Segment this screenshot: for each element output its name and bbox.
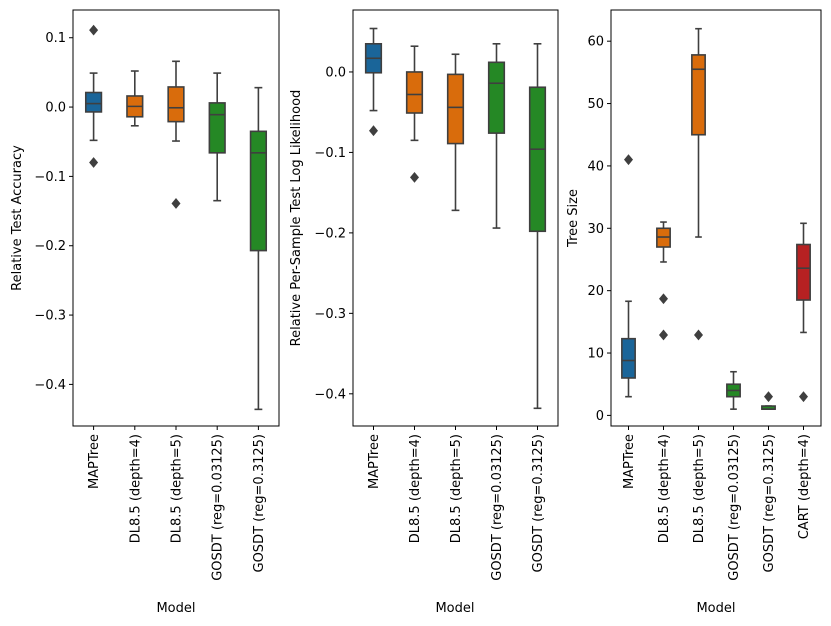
outlier-point xyxy=(171,198,181,209)
x-tick-label: GOSDT (reg=0.03125) xyxy=(211,434,226,581)
outlier-point xyxy=(369,125,378,137)
outlier-point xyxy=(694,329,703,341)
x-axis-label: Model xyxy=(156,601,195,616)
outlier-point xyxy=(89,157,99,168)
box-maptree xyxy=(84,91,103,113)
y-tick-label: −0.4 xyxy=(34,378,66,393)
x-tick-label: DL8.5 (depth=4) xyxy=(657,434,672,543)
box-cart-depth-4- xyxy=(796,243,811,301)
x-tick-label: CART (depth=4) xyxy=(797,434,812,539)
x-axis-label: Model xyxy=(435,601,474,616)
y-tick-label: 10 xyxy=(587,347,604,362)
box-dl8-5-depth-5- xyxy=(691,54,706,136)
x-tick-label: GOSDT (reg=0.03125) xyxy=(490,434,505,581)
y-tick-label: −0.2 xyxy=(314,226,346,241)
x-tick-label: DL8.5 (depth=4) xyxy=(408,434,423,543)
x-tick-label: MAPTree xyxy=(367,434,382,489)
box-gosdt-reg-0-03125- xyxy=(208,102,226,154)
y-tick-label: 0 xyxy=(596,409,604,424)
y-tick-label: 30 xyxy=(587,222,604,237)
y-tick-label: 20 xyxy=(587,284,604,299)
y-tick-label: −0.1 xyxy=(34,170,66,185)
outlier-point xyxy=(659,329,668,341)
y-tick-label: 0.0 xyxy=(325,65,346,80)
y-axis-label: Relative Test Accuracy xyxy=(10,145,25,291)
y-tick-label: 0.0 xyxy=(45,101,66,116)
x-tick-label: DL8.5 (depth=4) xyxy=(128,434,143,543)
box-gosdt-reg-0-3125- xyxy=(249,130,268,252)
box-dl8-5-depth-4- xyxy=(405,71,424,114)
outlier-point xyxy=(764,391,773,403)
box-dl8-5-depth-5- xyxy=(446,73,465,145)
outlier-point xyxy=(659,293,668,305)
x-tick-label: GOSDT (reg=0.3125) xyxy=(531,434,546,572)
x-tick-label: DL8.5 (depth=5) xyxy=(170,434,185,543)
outlier-point xyxy=(89,24,99,36)
outlier-point xyxy=(624,154,633,166)
box-maptree xyxy=(621,337,636,379)
outlier-point xyxy=(799,391,808,403)
y-axis-label: Relative Per-Sample Test Log Likelihood xyxy=(289,90,304,347)
x-tick-label: MAPTree xyxy=(622,434,637,489)
y-tick-label: −0.4 xyxy=(314,387,346,402)
axes-frame xyxy=(610,9,822,427)
x-axis-label: Model xyxy=(696,601,735,616)
y-tick-label: 40 xyxy=(587,159,604,174)
x-tick-label: GOSDT (reg=0.3125) xyxy=(762,434,777,572)
y-tick-label: −0.1 xyxy=(314,146,346,161)
x-tick-label: DL8.5 (depth=5) xyxy=(449,434,464,543)
y-tick-label: −0.3 xyxy=(314,307,346,322)
box-gosdt-reg-0-3125- xyxy=(528,86,547,233)
y-tick-label: −0.2 xyxy=(34,239,66,254)
y-tick-label: 60 xyxy=(587,35,604,50)
x-tick-label: GOSDT (reg=0.03125) xyxy=(727,434,742,581)
x-tick-label: MAPTree xyxy=(87,434,102,489)
y-axis-label: Tree Size xyxy=(566,189,581,248)
box-dl8-5-depth-5- xyxy=(167,86,185,123)
box-gosdt-reg-0-03125- xyxy=(487,61,506,134)
x-tick-label: DL8.5 (depth=5) xyxy=(692,434,707,543)
y-tick-label: 0.1 xyxy=(45,31,66,46)
outlier-point xyxy=(410,171,419,183)
x-tick-label: GOSDT (reg=0.3125) xyxy=(252,434,267,572)
y-tick-label: 50 xyxy=(587,97,604,112)
y-tick-label: −0.3 xyxy=(34,309,66,324)
